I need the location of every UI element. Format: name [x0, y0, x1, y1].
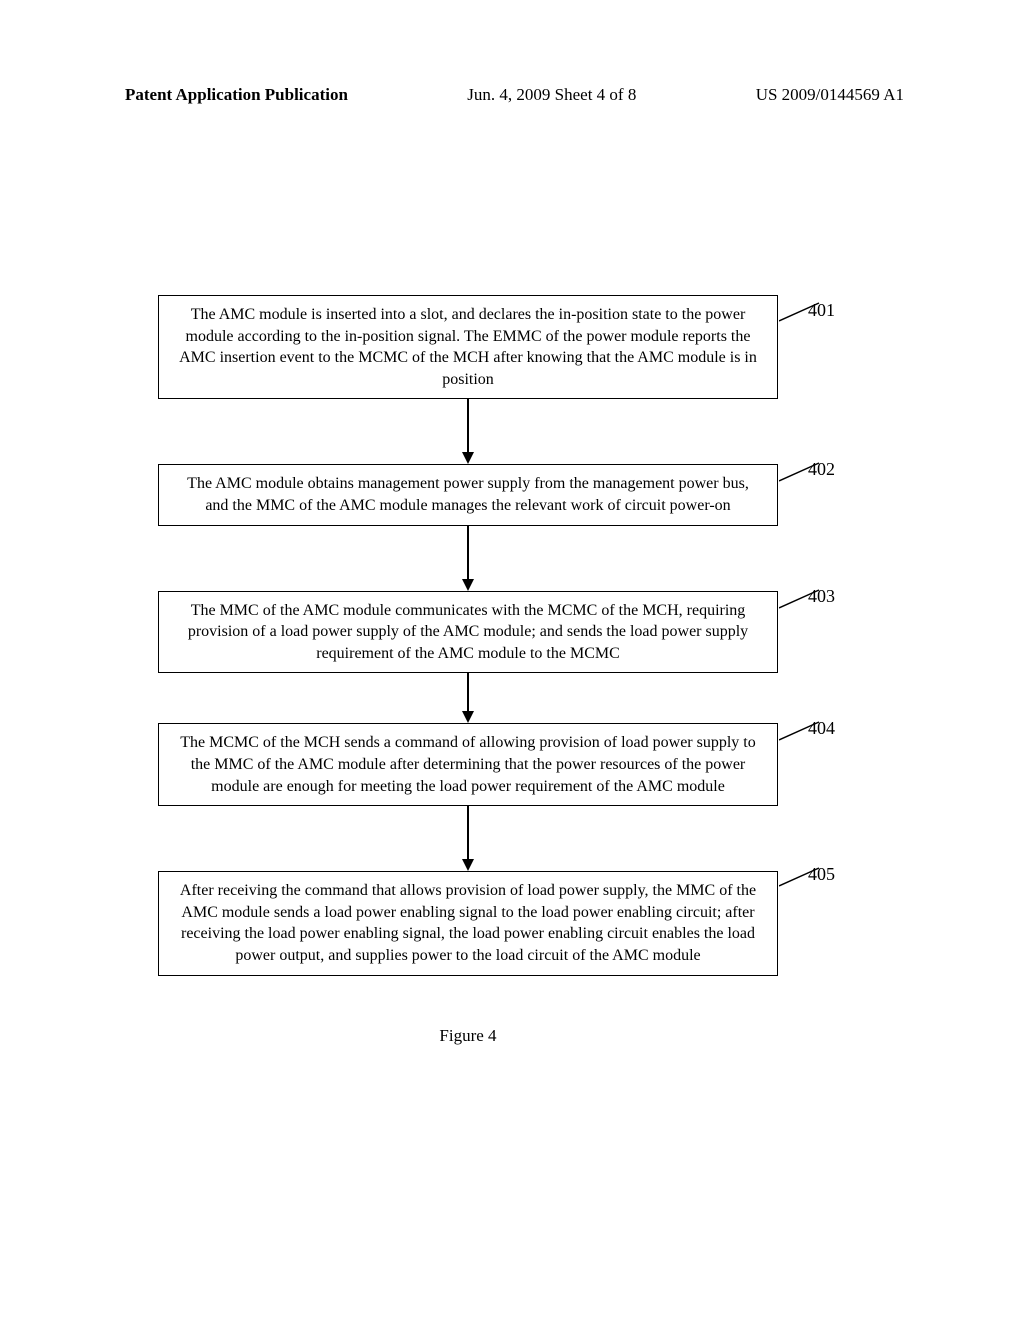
flowchart-box-404: The MCMC of the MCH sends a command of a…	[158, 723, 778, 806]
flowchart-container: The AMC module is inserted into a slot, …	[158, 295, 778, 1046]
flowchart-box-401: The AMC module is inserted into a slot, …	[158, 295, 778, 399]
step-label-403: 403	[808, 584, 835, 608]
box-text: The MCMC of the MCH sends a command of a…	[180, 734, 756, 794]
arrow-line-icon	[467, 673, 469, 716]
box-text: After receiving the command that allows …	[180, 882, 756, 964]
step-label-401: 401	[808, 298, 835, 322]
box-text: The AMC module is inserted into a slot, …	[179, 306, 757, 388]
box-text: The MMC of the AMC module communicates w…	[188, 602, 748, 662]
arrow-head-icon	[462, 859, 474, 871]
step-label-402: 402	[808, 457, 835, 481]
flowchart-arrow	[158, 399, 778, 464]
flowchart-arrow	[158, 806, 778, 871]
arrow-line-icon	[467, 526, 469, 584]
flowchart-arrow	[158, 526, 778, 591]
page-header: Patent Application Publication Jun. 4, 2…	[0, 85, 1024, 105]
flowchart-box-405: After receiving the command that allows …	[158, 871, 778, 975]
arrow-line-icon	[467, 399, 469, 457]
header-publication: Patent Application Publication	[125, 85, 348, 105]
arrow-head-icon	[462, 711, 474, 723]
step-label-404: 404	[808, 716, 835, 740]
header-patent-number: US 2009/0144569 A1	[756, 85, 904, 105]
arrow-head-icon	[462, 579, 474, 591]
step-label-405: 405	[808, 862, 835, 886]
arrow-line-icon	[467, 806, 469, 864]
flowchart-arrow	[158, 673, 778, 723]
flowchart-box-402: The AMC module obtains management power …	[158, 464, 778, 525]
flowchart-box-403: The MMC of the AMC module communicates w…	[158, 591, 778, 674]
figure-caption: Figure 4	[158, 1026, 778, 1046]
box-text: The AMC module obtains management power …	[187, 475, 749, 514]
header-date-sheet: Jun. 4, 2009 Sheet 4 of 8	[467, 85, 636, 105]
arrow-head-icon	[462, 452, 474, 464]
